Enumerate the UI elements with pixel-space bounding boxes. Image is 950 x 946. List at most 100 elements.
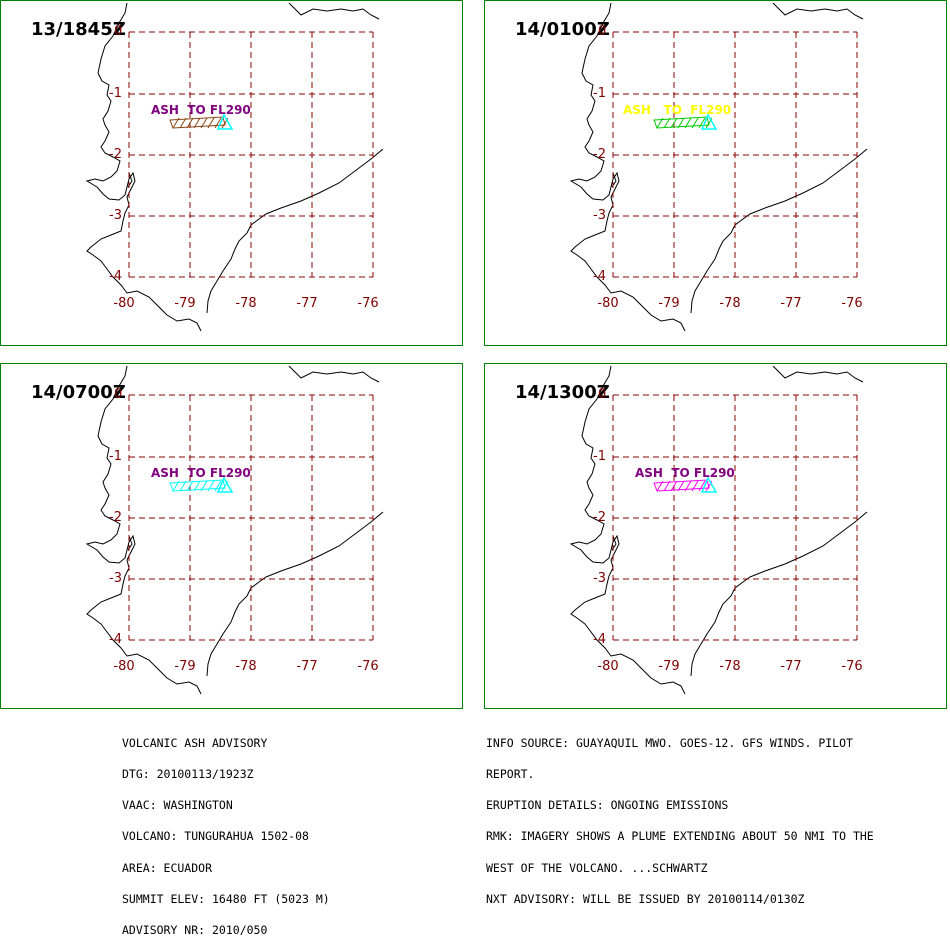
volcano-triangle-icon <box>216 476 234 493</box>
panel-time-label: 13/1845Z <box>31 19 126 40</box>
advisory-line: VAAC: WASHINGTON <box>122 798 233 813</box>
latitude-label: -1 <box>109 86 122 101</box>
ash-altitude-label: ASH TO FL290 <box>151 103 251 117</box>
latitude-label: -4 <box>593 269 606 284</box>
longitude-label: -78 <box>719 296 741 311</box>
volcano-triangle-icon <box>700 476 718 493</box>
ash-plume-hatch <box>698 480 706 492</box>
latitude-label: -2 <box>109 147 122 162</box>
latitude-label: -1 <box>593 449 606 464</box>
advisory-text-right: INFO SOURCE: GUAYAQUIL MWO. GOES-12. GFS… <box>486 717 874 915</box>
longitude-label: -79 <box>174 296 196 311</box>
longitude-label: -80 <box>113 296 135 311</box>
coastline-north <box>772 365 864 383</box>
longitude-label: -77 <box>296 296 318 311</box>
coastline <box>85 365 384 695</box>
ash-plume-hatch <box>691 480 699 492</box>
advisory-line: ADVISORY NR: 2010/050 <box>122 923 268 938</box>
map-panel-4: 14/1300Z ASH TO FL290 0 -1 -2 -3 -4 -80 -79 -78 -7… <box>484 363 947 709</box>
advisory-line: ERUPTION DETAILS: ONGOING EMISSIONS <box>486 798 729 813</box>
latitude-label: -4 <box>593 632 606 647</box>
latitude-label: -2 <box>109 510 122 525</box>
latitude-label: -1 <box>109 449 122 464</box>
andes-border-line <box>690 148 868 314</box>
map-panel-3: 14/0700Z ASH TO FL290 0 -1 -2 -3 -4 -80 -79 -78 -7… <box>0 363 463 709</box>
ash-plume-hatch <box>179 117 187 129</box>
ash-plume-hatch <box>193 480 201 492</box>
latitude-label: 0 <box>114 387 123 402</box>
longitude-label: -76 <box>357 296 379 311</box>
panel-time-label: 14/0700Z <box>31 382 126 403</box>
longitude-label: -77 <box>780 659 802 674</box>
ash-plume <box>169 479 229 492</box>
latitude-label: 0 <box>114 24 123 39</box>
ash-plume-outline <box>169 479 226 492</box>
advisory-text-left: VOLCANIC ASH ADVISORY DTG: 20100113/1923… <box>122 717 330 946</box>
ash-plume-hatch <box>670 480 678 492</box>
longitude-label: -79 <box>174 659 196 674</box>
ash-plume-hatch <box>656 117 664 129</box>
map-svg <box>569 2 868 332</box>
ash-plume-outline <box>169 116 226 129</box>
longitude-label: -78 <box>235 659 257 674</box>
advisory-line: AREA: ECUADOR <box>122 860 213 875</box>
ash-plume-hatch <box>691 117 699 129</box>
latitude-label: -4 <box>109 632 122 647</box>
ash-plume-outline <box>653 116 710 129</box>
graticule <box>128 31 374 278</box>
coastline <box>569 2 868 332</box>
longitude-label: -76 <box>841 659 863 674</box>
ash-plume-hatch <box>214 117 222 129</box>
andes-border-line <box>690 511 868 677</box>
longitude-label: -79 <box>658 296 680 311</box>
longitude-label: -79 <box>658 659 680 674</box>
map-svg <box>85 365 384 695</box>
longitude-label: -80 <box>597 296 619 311</box>
map-panel-1: 13/1845Z ASH TO FL290 0 -1 -2 -3 -4 -80 -79 -78 -7… <box>0 0 463 346</box>
latitude-label: -3 <box>109 571 122 586</box>
longitude-label: -78 <box>719 659 741 674</box>
ash-plume-hatch <box>684 117 692 129</box>
latitude-label: -3 <box>109 208 122 223</box>
coastline-north <box>288 365 380 383</box>
latitude-label: 0 <box>598 387 607 402</box>
advisory-line: INFO SOURCE: GUAYAQUIL MWO. GOES-12. GFS… <box>486 735 853 750</box>
ash-plume <box>653 116 713 129</box>
ash-plume-hatch <box>207 480 215 492</box>
ash-altitude-label: ASH TO FL290 <box>623 103 732 117</box>
ash-plume-hatch <box>698 117 706 129</box>
ash-plume-hatch <box>200 480 208 492</box>
graticule <box>612 394 858 641</box>
ash-plume-hatch <box>186 480 194 492</box>
advisory-line: NXT ADVISORY: WILL BE ISSUED BY 20100114… <box>486 891 805 906</box>
coastline <box>569 365 868 695</box>
map-panel-2: 14/0100Z ASH TO FL290 0 -1 -2 -3 -4 -80 -79 -78 -7… <box>484 0 947 346</box>
ash-plume-hatch <box>677 480 685 492</box>
advisory-line: WEST OF THE VOLCANO. ...SCHWARTZ <box>486 860 708 875</box>
map-svg <box>569 365 868 695</box>
latitude-label: -2 <box>593 510 606 525</box>
ash-plume-hatch <box>186 117 194 129</box>
advisory-line: RMK: IMAGERY SHOWS A PLUME EXTENDING ABO… <box>486 829 874 844</box>
advisory-line: SUMMIT ELEV: 16480 FT (5023 M) <box>122 891 330 906</box>
ash-plume-hatch <box>214 480 222 492</box>
ash-plume-hatch <box>684 480 692 492</box>
panel-time-label: 14/0100Z <box>515 19 610 40</box>
ash-plume-hatch <box>670 117 678 129</box>
ash-altitude-label: ASH TO FL290 <box>151 466 251 480</box>
ash-plume-hatch <box>172 480 180 492</box>
graticule <box>128 394 374 641</box>
volcano-triangle-icon <box>216 113 234 130</box>
ash-plume-hatch <box>172 117 180 129</box>
ash-altitude-label: ASH TO FL290 <box>635 466 735 480</box>
latitude-label: 0 <box>598 24 607 39</box>
advisory-line: VOLCANIC ASH ADVISORY <box>122 735 268 750</box>
longitude-label: -76 <box>841 296 863 311</box>
ash-plume-hatch <box>663 117 671 129</box>
latitude-label: -4 <box>109 269 122 284</box>
coastline-ecuador <box>85 365 202 695</box>
longitude-label: -80 <box>597 659 619 674</box>
panel-time-label: 14/1300Z <box>515 382 610 403</box>
ash-plume-hatch <box>200 117 208 129</box>
map-svg <box>85 2 384 332</box>
